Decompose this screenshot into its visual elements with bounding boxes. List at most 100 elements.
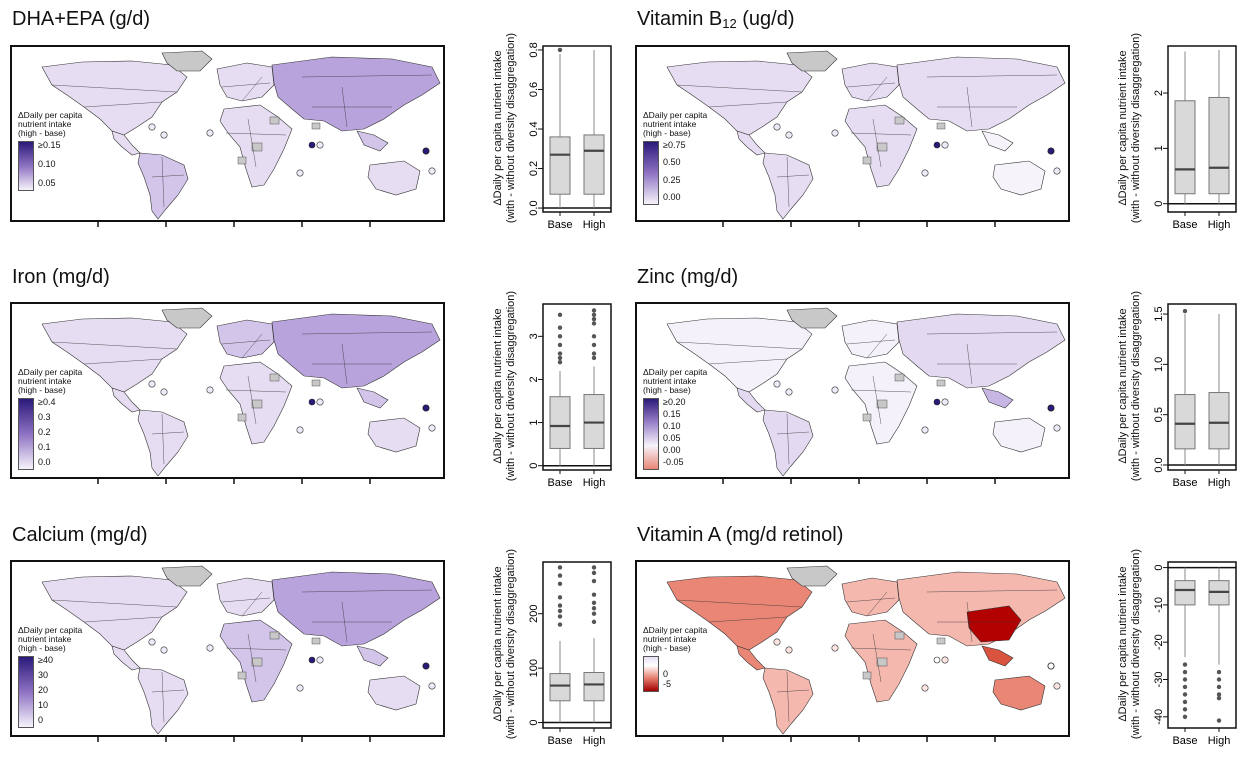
x-tick-label-base: Base [1172,735,1197,747]
box-iqr [1174,100,1196,195]
country-border [966,343,973,385]
island-marker [831,129,839,137]
country-border [850,389,912,393]
legend-tick-label: 20 [38,685,49,695]
legend-tick-label: 0.10 [38,159,56,169]
legend-tick-label: 0.1 [38,442,51,452]
region-asia [271,571,441,647]
legend-tick-label: ≥40 [38,655,53,665]
outlier-point [1216,677,1222,682]
country-border [247,118,257,168]
island-marker [428,167,436,175]
country-border [301,74,433,78]
no-data-region [269,631,280,640]
y-tick-label: 2 [1153,90,1165,96]
country-border [846,82,896,88]
outlier-point [1182,669,1188,675]
no-data-region [876,142,888,152]
island-marker [1053,424,1061,432]
country-border [151,689,185,693]
region-southeast-asia [981,130,1014,152]
island-marker-high [1047,147,1055,155]
outlier-point [557,581,563,586]
region-north-america [666,575,813,651]
legend-title-line: ΔDaily per capita [18,110,83,120]
legend-tick-label: 0.0 [38,457,51,467]
world-map-vitamin-b12: ΔDaily per capita nutrient intake (high - … [635,45,1070,222]
outlier-point [557,565,563,570]
outlier-point [1182,684,1188,690]
region-north-america [41,60,188,136]
outlier-point [591,342,597,348]
country-border [225,389,287,393]
country-border [151,431,185,435]
outlier-point [557,614,563,619]
legend-tick-label: 10 [38,700,49,710]
region-australia [992,675,1046,711]
outlier-point [1182,692,1188,697]
island-marker [316,141,324,149]
x-tick-label-base: Base [547,735,572,747]
outlier-point [1182,677,1188,682]
no-data-region [894,373,905,382]
region-asia [271,56,441,132]
boxplot-vitamin-b12: 0 1 2 Base High [1153,45,1237,231]
map-legend: ΔDaily per capita nutrient intake (high - … [18,368,138,476]
outlier-point [591,334,597,339]
country-border [966,601,973,643]
outlier-point [591,355,597,361]
outlier-point [1182,707,1188,712]
y-tick-label: 0.2 [528,161,540,176]
no-data-region [251,657,263,667]
y-tick-label: 0.0 [528,200,540,215]
legend-tick-label: ≥0.75 [663,140,686,150]
outlier-point [557,603,563,608]
boxplot-dha-epa: 0.0 0.2 0.4 0.6 0.8 Base High [528,42,612,231]
boxplot-frame [1167,303,1237,471]
region-greenland [161,307,213,329]
no-data-region [936,379,946,387]
island-marker [148,380,156,388]
map-axis-ticks [97,222,371,227]
no-data-region [237,413,247,422]
no-data-region [237,671,247,680]
boxplot-frame [1167,561,1237,729]
outlier-point [1182,308,1188,314]
legend-title-line: ΔDaily per capita [643,625,708,635]
country-border [247,633,257,683]
island-marker [160,646,168,654]
y-tick-label: -10 [1153,597,1165,613]
no-data-region [894,116,905,125]
legend-title-line: (high - base) [18,128,66,138]
legend-title: ΔDaily per capita nutrient intake (high - … [643,111,753,138]
country-border [676,84,803,93]
legend-color-bar [643,141,659,205]
box-iqr [549,673,571,702]
country-border [676,341,803,350]
country-border [241,333,263,359]
country-border [966,86,973,128]
country-border [866,76,888,102]
box-iqr [549,136,571,195]
legend-tick-label: ≥0.4 [38,397,56,407]
country-border [872,118,882,168]
legend-title-line: nutrient intake [643,119,697,129]
outlier-point [591,351,597,356]
region-southeast-asia [356,130,389,152]
panel-title-vitamin-a: Vitamin A (mg/d retinol) [637,524,844,546]
outlier-point [557,325,563,330]
legend-title-line: ΔDaily per capita [18,367,83,377]
country-border [51,599,178,608]
map-axis-ticks [97,737,371,742]
island-marker-high [308,656,316,664]
x-tick-label-base: Base [1172,477,1197,489]
island-marker [785,646,793,654]
y-tick-label: 0.6 [528,82,540,97]
legend-title-line: (high - base) [18,385,66,395]
country-border [872,375,882,425]
island-marker [296,169,304,177]
legend-tick-label: -5 [663,679,672,689]
country-border [51,341,178,350]
region-asia [271,313,441,389]
country-border [866,333,888,359]
